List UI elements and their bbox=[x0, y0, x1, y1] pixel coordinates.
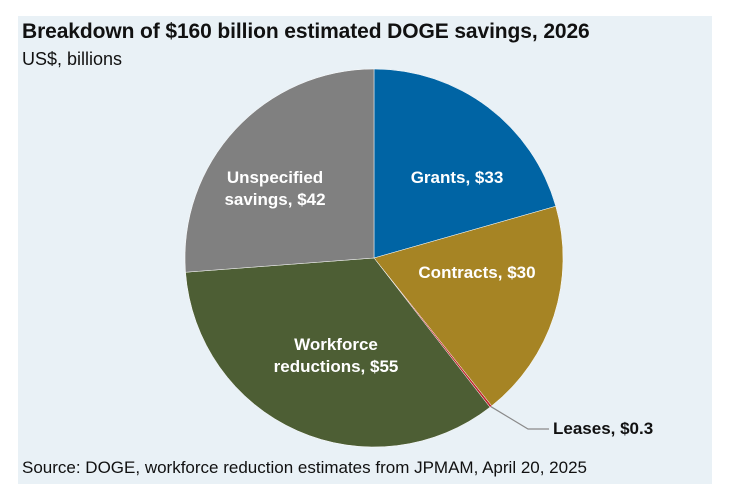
pie-slice-unspecified-savings bbox=[184, 68, 375, 273]
pie-slice-contracts bbox=[373, 205, 564, 407]
pie-slice-workforce-reductions bbox=[185, 257, 491, 448]
slice-label-workforce-reductions: Workforce reductions, $55 bbox=[274, 335, 399, 376]
slice-label-leases: Leases, $0.3 bbox=[553, 419, 653, 438]
chart-title: Breakdown of $160 billion estimated DOGE… bbox=[22, 20, 590, 43]
chart-subtitle: US$, billions bbox=[22, 49, 123, 69]
slice-label-unspecified-savings: Unspecified savings, $42 bbox=[224, 168, 325, 209]
adjacent-panel-edge bbox=[716, 0, 736, 504]
slice-label-grants: Grants, $33 bbox=[411, 168, 504, 187]
slice-label-contracts: Contracts, $30 bbox=[418, 263, 535, 282]
pie-slice-grants bbox=[373, 68, 557, 259]
source-note: Source: DOGE, workforce reduction estima… bbox=[22, 458, 587, 477]
leader-line-leases bbox=[490, 406, 549, 430]
